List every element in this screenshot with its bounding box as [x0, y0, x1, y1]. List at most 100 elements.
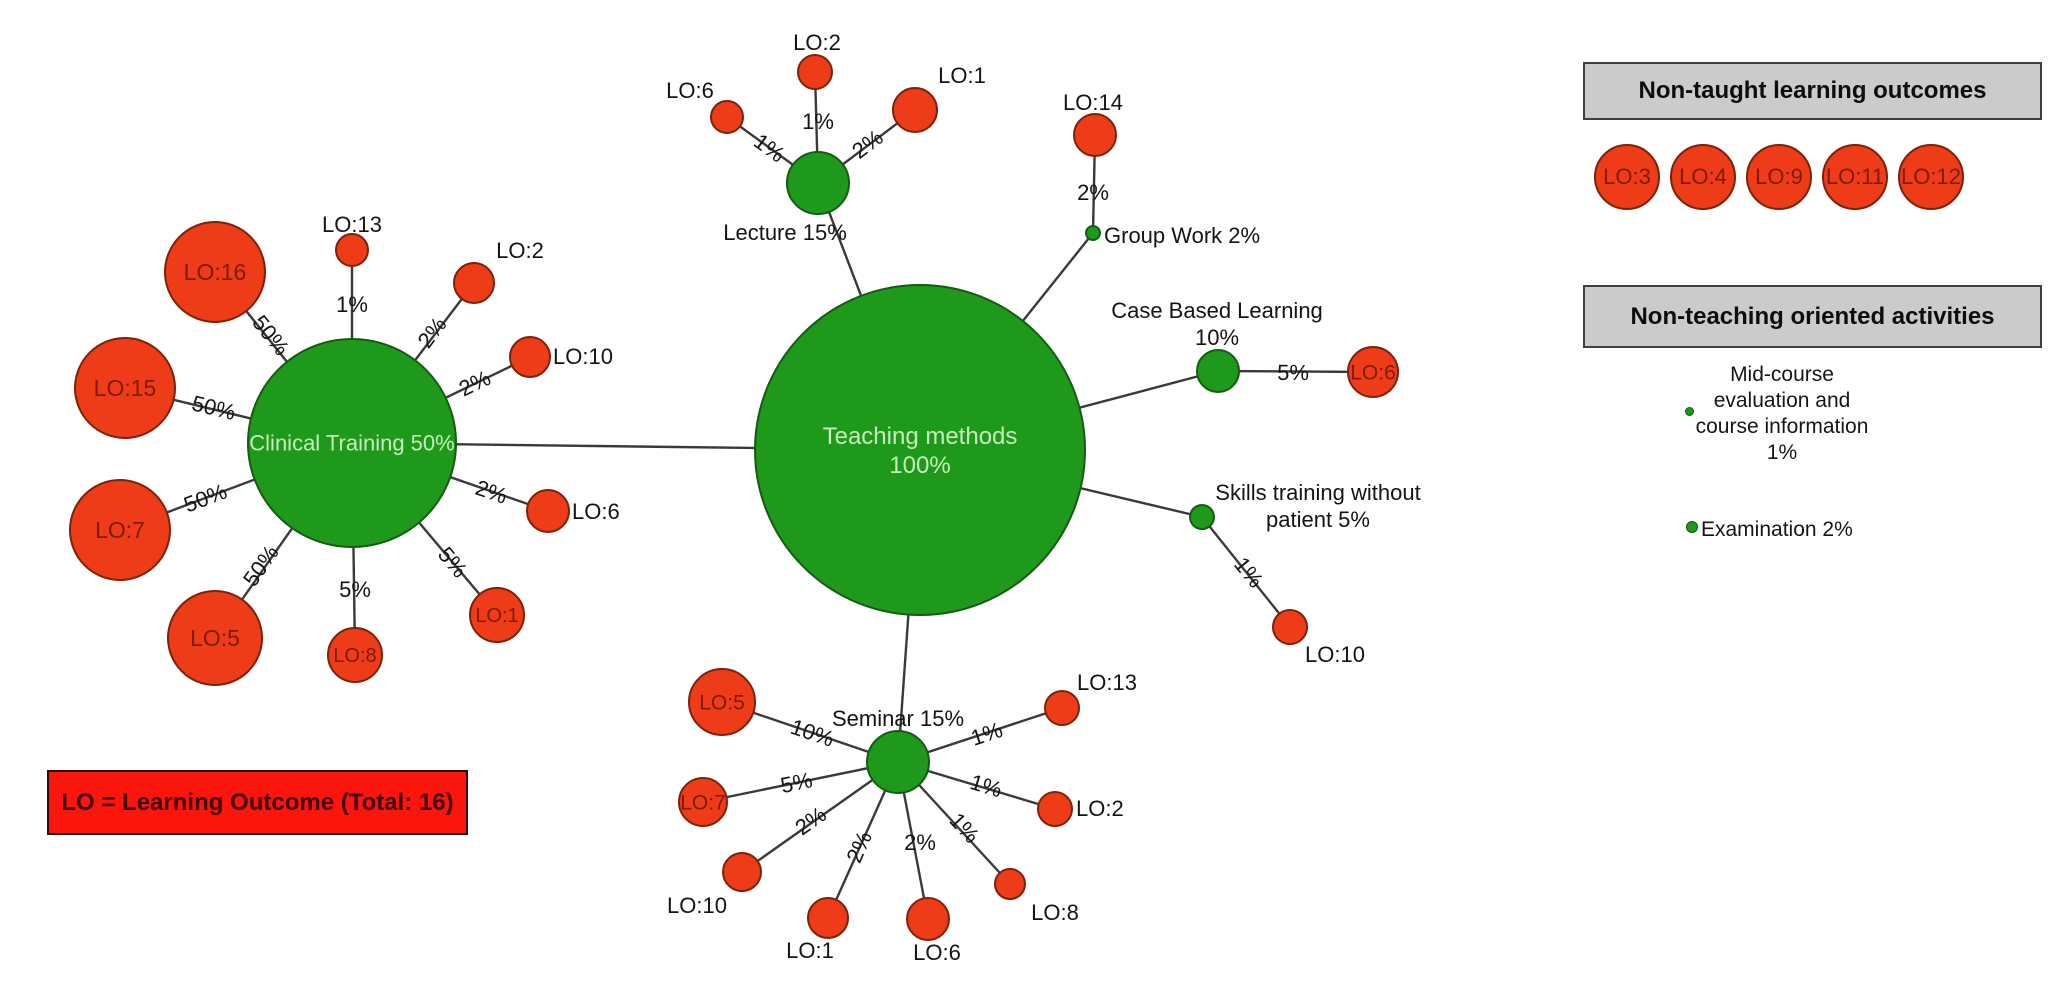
node-label-c_lo6: LO:6 [572, 499, 620, 524]
node-se_lo10 [722, 852, 762, 892]
edge-skills-s_lo10 [1201, 516, 1291, 628]
edge-label-cbl-cb_lo6: 5% [1277, 360, 1309, 385]
node-label-s_lo10: LO:10 [1305, 642, 1365, 667]
node-se_lo8 [994, 868, 1026, 900]
node-label-c_lo2: LO:2 [496, 238, 544, 263]
node-c_lo5 [167, 590, 263, 686]
node-c_lo6 [526, 489, 570, 533]
node-label-groupwork: Group Work 2% [1104, 223, 1260, 248]
non-taught-outcome-lo9: LO:9 [1746, 144, 1812, 210]
edge-label-seminar-se_lo7: 5% [778, 767, 814, 798]
non-teaching-header-label: Non-teaching oriented activities [1630, 302, 1995, 330]
node-label-c_lo13: LO:13 [322, 212, 382, 237]
non-taught-outcome-lo3: LO:3 [1594, 144, 1660, 210]
node-se_lo6 [906, 897, 950, 941]
node-lecture [786, 151, 850, 215]
edge-seminar-se_lo7 [702, 760, 899, 804]
activity-bullet-dot [1685, 407, 1694, 416]
non-taught-outcome-lo4: LO:4 [1670, 144, 1736, 210]
node-label-lecture: Lecture 15% [723, 220, 847, 245]
node-label-g_lo14: LO:14 [1063, 90, 1123, 115]
node-se_lo7 [678, 777, 728, 827]
node-label-clinical: Clinical Training 50% [249, 431, 454, 456]
node-cb_lo6 [1347, 346, 1399, 398]
node-label-se_lo5: LO:5 [699, 691, 745, 714]
non-teaching-header-box: Non-teaching oriented activities [1583, 285, 2042, 348]
node-skills [1189, 504, 1215, 530]
edge-label-seminar-se_lo2: 1% [967, 769, 1005, 802]
edge-label-groupwork-g_lo14: 2% [1077, 180, 1109, 205]
activity-bullet-dot [1686, 521, 1698, 533]
node-l_lo2 [797, 54, 833, 90]
activity-text-line: Examination 2% [1701, 518, 1853, 541]
node-label-se_lo8: LO:8 [1031, 900, 1079, 925]
node-label-l_lo1: LO:1 [938, 63, 986, 88]
edge-label-seminar-se_lo6: 2% [904, 830, 936, 855]
node-label-c_lo7: LO:7 [95, 517, 145, 543]
node-label-se_lo1: LO:1 [786, 938, 834, 963]
node-label-c_lo8: LO:8 [333, 645, 376, 667]
node-label-se_lo7: LO:7 [680, 791, 726, 814]
node-label-cbl: 10% [1195, 325, 1239, 350]
node-se_lo1 [807, 897, 849, 939]
node-groupwork [1085, 225, 1101, 241]
node-teaching [754, 284, 1086, 616]
non-taught-header-label: Non-taught learning outcomes [1638, 77, 1987, 104]
non-taught-outcome-lo12: LO:12 [1898, 144, 1964, 210]
node-se_lo5 [688, 668, 756, 736]
node-se_lo2 [1037, 791, 1073, 827]
node-clinical [247, 338, 457, 548]
activity-text-line: evaluation and [1713, 389, 1851, 412]
edge-label-lecture-l_lo2: 1% [802, 109, 834, 134]
node-label-se_lo6: LO:6 [913, 940, 961, 965]
activity-text-line: Mid-course [1730, 363, 1834, 386]
node-l_lo6 [710, 100, 744, 134]
node-label-teaching: Teaching methods [823, 423, 1018, 450]
node-label-skills: Skills training without [1215, 480, 1420, 505]
non-taught-outcomes-row: LO:3 LO:4 LO:9 LO:11 LO:12 [1594, 144, 1964, 210]
node-l_lo1 [892, 87, 938, 133]
node-label-cb_lo6: LO:6 [1350, 361, 1396, 384]
edge-label-clinical-c_lo7: 50% [180, 479, 230, 518]
node-label-skills: patient 5% [1266, 507, 1370, 532]
activity-label-1: Examination 2% [1701, 517, 1931, 543]
edge-label-lecture-l_lo6: 1% [749, 128, 789, 167]
node-cbl [1196, 349, 1240, 393]
node-label-l_lo6: LO:6 [666, 78, 714, 103]
node-se_lo13 [1044, 690, 1080, 726]
activity-text-line: course information [1695, 415, 1869, 438]
node-label-se_lo13: LO:13 [1077, 670, 1137, 695]
node-g_lo14 [1073, 113, 1117, 157]
node-label-l_lo2: LO:2 [793, 30, 841, 55]
node-c_lo2 [453, 262, 495, 304]
activity-text-line: 1% [1766, 441, 1798, 464]
node-label-c_lo1: LO:1 [475, 605, 518, 627]
node-label-cbl: Case Based Learning [1111, 298, 1323, 323]
node-c_lo7 [69, 479, 171, 581]
node-label-c_lo5: LO:5 [190, 625, 240, 651]
edge-label-clinical-c_lo6: 2% [472, 475, 510, 509]
node-label-se_lo2: LO:2 [1076, 796, 1124, 821]
node-seminar [866, 730, 930, 794]
edge-label-clinical-c_lo16: 50% [247, 310, 294, 360]
edge-label-clinical-c_lo8: 5% [339, 577, 371, 602]
node-c_lo10 [509, 336, 551, 378]
node-label-se_lo10: LO:10 [667, 893, 727, 918]
node-c_lo15 [74, 337, 176, 439]
non-taught-outcome-lo11: LO:11 [1822, 144, 1888, 210]
node-c_lo13 [335, 233, 369, 267]
node-label-c_lo15: LO:15 [94, 375, 157, 401]
non-taught-header-box: Non-taught learning outcomes [1583, 62, 2042, 120]
activity-label-0: Mid-course evaluation and course informati… [1656, 362, 1908, 466]
edge-label-clinical-c_lo10: 2% [455, 365, 495, 401]
node-label-c_lo10: LO:10 [553, 344, 613, 369]
edge-label-clinical-c_lo15: 50% [189, 390, 238, 425]
node-label-teaching: 100% [889, 452, 950, 479]
edge-label-seminar-se_lo8: 1% [945, 808, 985, 848]
edge-label-clinical-c_lo1: 5% [433, 542, 473, 582]
legend-box: LO = Learning Outcome (Total: 16) [47, 770, 468, 835]
edge-label-seminar-se_lo13: 1% [968, 717, 1006, 751]
node-c_lo8 [327, 627, 383, 683]
